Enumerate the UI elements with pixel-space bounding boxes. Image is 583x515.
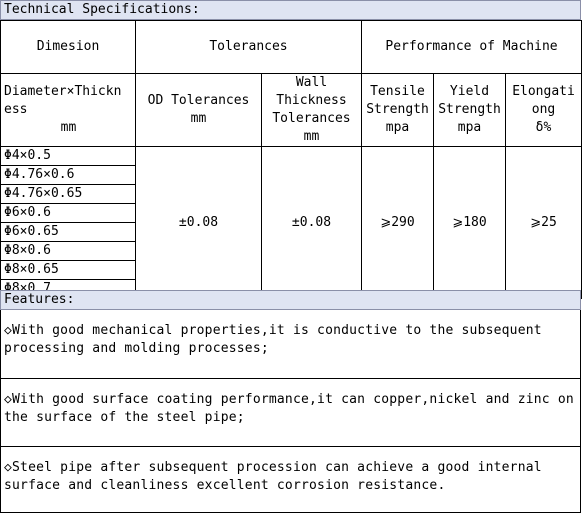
feature-text: ◇Steel pipe after subsequent procession …: [4, 460, 542, 493]
table-header-row: Dimesion Tolerances Performance of Machi…: [0, 20, 582, 74]
size-cell: Φ6×0.65: [0, 222, 136, 242]
od-tolerances-unit: mm: [190, 111, 207, 126]
od-tolerances-label: OD Tolerances: [147, 93, 250, 108]
elong-unit: δ%: [535, 120, 552, 135]
features-title: Features:: [4, 292, 75, 307]
features-header: Features:: [0, 290, 581, 310]
table-subheader-row: Diameter×Thickn ess mm OD Tolerances mm …: [0, 73, 582, 147]
table-row: Φ4×0.5 ±0.08 ±0.08 ⩾290 ⩾180 ⩾25: [0, 146, 582, 299]
wall-thickness-header: Wall Thickness Tolerances mm: [261, 73, 362, 147]
elong-line2: ong: [531, 102, 556, 117]
diameter-header-line2: ess: [4, 102, 28, 117]
size-cell: Φ8×0.65: [0, 260, 136, 280]
elongation-header: Elongati ong δ%: [505, 73, 582, 147]
elongation-value: ⩾25: [505, 146, 582, 299]
size-cell: Φ4.76×0.65: [0, 184, 136, 204]
tensile-line2: Strength: [366, 102, 429, 117]
od-tolerances-header: OD Tolerances mm: [135, 73, 262, 147]
yield-header: Yield Strength mpa: [433, 73, 506, 147]
od-tolerance-value: ±0.08: [135, 146, 262, 299]
tensile-header: Tensile Strength mpa: [361, 73, 434, 147]
table-row: Φ8×0.6: [0, 241, 582, 261]
technical-specifications-header: Technical Specifications:: [0, 0, 581, 20]
size-cell: Φ8×0.6: [0, 241, 136, 261]
diameter-unit: mm: [60, 120, 77, 135]
size-cell: Φ6×0.6: [0, 203, 136, 223]
tensile-line1: Tensile: [370, 84, 425, 99]
feature-item: ◇Steel pipe after subsequent procession …: [0, 447, 581, 513]
dimension-header: Dimesion: [0, 20, 136, 74]
feature-item: ◇With good surface coating performance,i…: [0, 379, 581, 447]
feature-item: ◇With good mechanical properties,it is c…: [0, 310, 581, 379]
size-cell: Φ4.76×0.6: [0, 165, 136, 185]
performance-header: Performance of Machine: [361, 20, 582, 74]
diameter-thickness-header: Diameter×Thickn ess mm: [0, 73, 136, 147]
yield-value: ⩾180: [433, 146, 506, 299]
wall-unit: mm: [303, 129, 320, 144]
wall-line2: Thickness: [276, 93, 347, 108]
yield-line2: Strength: [438, 102, 501, 117]
technical-specifications-title: Technical Specifications:: [4, 2, 200, 17]
size-cell: Φ4×0.5: [0, 146, 136, 166]
yield-line1: Yield: [449, 84, 490, 99]
yield-unit: mpa: [457, 120, 482, 135]
feature-text: ◇With good mechanical properties,it is c…: [4, 323, 542, 356]
wall-tolerance-value: ±0.08: [261, 146, 362, 299]
feature-text: ◇With good surface coating performance,i…: [4, 392, 574, 425]
tolerances-header: Tolerances: [135, 20, 362, 74]
tensile-value: ⩾290: [361, 146, 434, 299]
elong-line1: Elongati: [512, 84, 575, 99]
wall-line3: Tolerances: [272, 111, 351, 126]
wall-line1: Wall: [295, 75, 328, 90]
spec-table: Dimesion Tolerances Performance of Machi…: [0, 20, 582, 299]
diameter-header-line1: Diameter×Thickn: [4, 84, 122, 99]
tensile-unit: mpa: [385, 120, 410, 135]
